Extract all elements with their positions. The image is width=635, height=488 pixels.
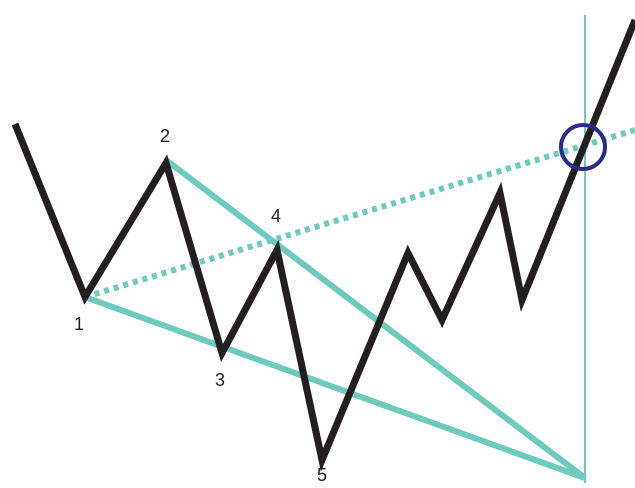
point-label: 2 xyxy=(160,126,170,146)
point-label: 3 xyxy=(215,370,225,390)
point-label: 5 xyxy=(317,465,327,483)
target-circle xyxy=(559,123,607,171)
point-label: 4 xyxy=(271,206,281,226)
price-wave xyxy=(11,18,635,472)
line-1-3 xyxy=(83,294,587,481)
line-2-4 xyxy=(164,157,587,481)
point-label: 1 xyxy=(74,314,84,334)
line-1-4 xyxy=(84,127,635,300)
